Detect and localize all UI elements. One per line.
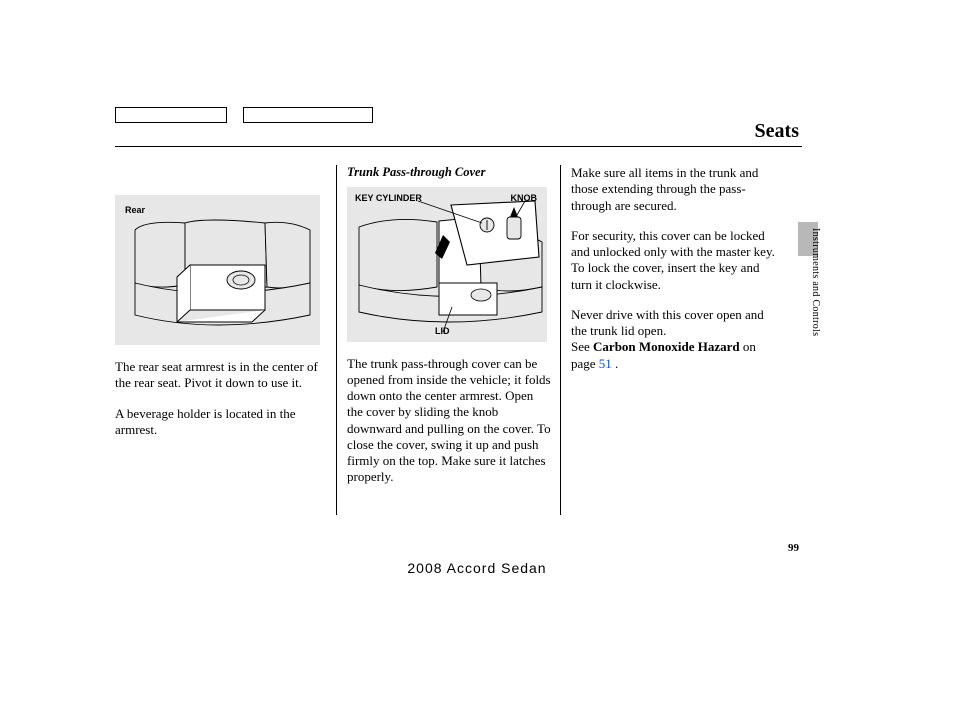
col1-para-2: A beverage holder is located in the armr… [115, 406, 320, 439]
section-title: Seats [755, 120, 799, 143]
col3-para-1: Make sure all items in the trunk and tho… [571, 165, 776, 214]
figure-rear-armrest: Rear [115, 195, 320, 345]
col1-para-1: The rear seat armrest is in the center o… [115, 359, 320, 392]
col3-p3a: Never drive with this cover open and the… [571, 307, 764, 338]
page-link-51[interactable]: 51 [599, 356, 612, 371]
header-tab-box-2 [243, 107, 373, 123]
figure-trunk-passthrough: KEY CYLINDER KNOB LID [347, 187, 547, 342]
manual-page: Seats Rear The rear seat armrest is in [0, 0, 954, 710]
xref-carbon-monoxide: Carbon Monoxide Hazard [593, 339, 740, 354]
col3-para-3: Never drive with this cover open and the… [571, 307, 776, 372]
column-1: Rear The rear seat armrest is in the cen… [115, 165, 320, 452]
footer-model-year: 2008 Accord Sedan [0, 560, 954, 576]
column-3: Make sure all items in the trunk and tho… [560, 165, 776, 515]
page-number: 99 [788, 542, 799, 554]
col3-p3d: . [612, 356, 619, 371]
col3-p3b: See [571, 339, 593, 354]
trunk-passthrough-illustration [347, 187, 547, 342]
col2-para-1: The trunk pass-through cover can be open… [347, 356, 552, 486]
chapter-label: Instruments and Controls [810, 228, 821, 336]
column-2: Trunk Pass-through Cover KEY CYLINDER KN… [336, 165, 552, 515]
col3-para-2: For security, this cover can be locked a… [571, 228, 776, 293]
title-rule [115, 146, 802, 147]
header-tab-box-1 [115, 107, 227, 123]
subhead-trunk-passthrough: Trunk Pass-through Cover [347, 165, 552, 181]
rear-armrest-illustration [115, 195, 320, 345]
